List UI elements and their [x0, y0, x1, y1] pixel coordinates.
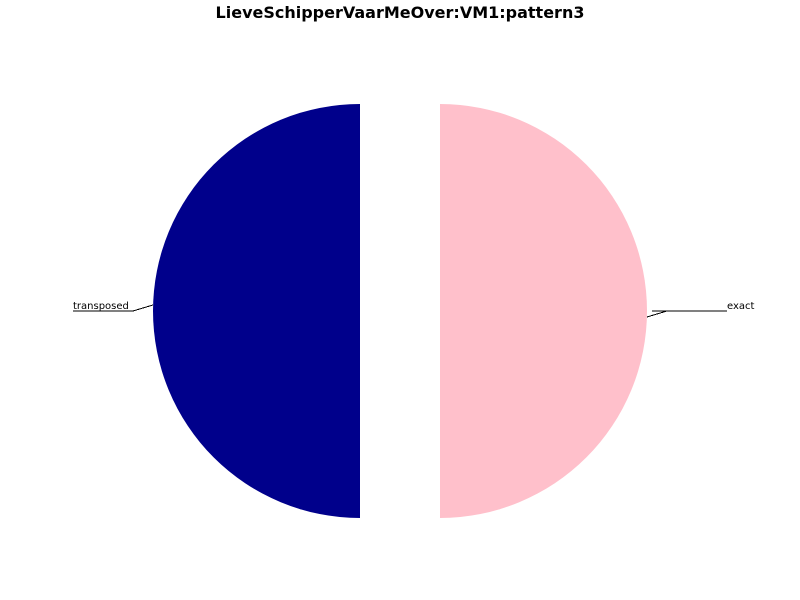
pie-slices	[153, 104, 647, 518]
slice-label-group-exact: exact	[646, 301, 755, 318]
slice-label-exact: exact	[727, 301, 755, 312]
slice-label-transposed: transposed	[73, 301, 129, 312]
chart-title: LieveSchipperVaarMeOver:VM1:pattern3	[216, 3, 585, 22]
leader-line-exact	[646, 310, 727, 318]
pie-slice-transposed	[153, 104, 360, 518]
slice-label-group-transposed: transposed	[73, 301, 154, 312]
leader-line-transposed	[73, 304, 154, 312]
pie-labels: transposed exact	[73, 301, 755, 318]
pie-slice-exact	[440, 104, 647, 518]
